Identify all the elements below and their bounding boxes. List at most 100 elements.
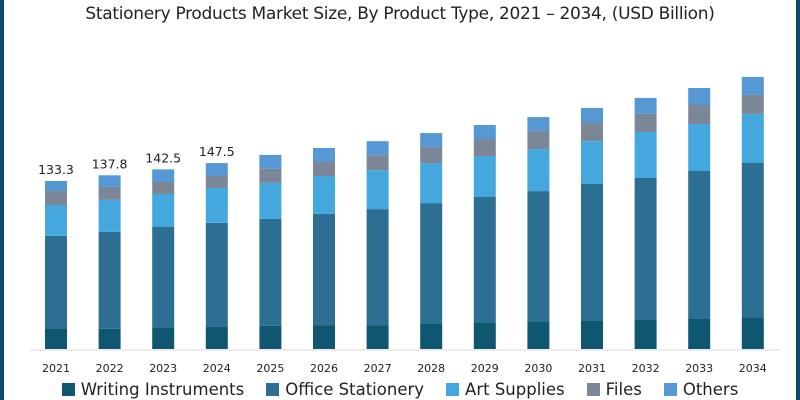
bar-office-stationery-2029 xyxy=(473,197,496,323)
bar-office-stationery-2022 xyxy=(98,231,121,329)
legend-swatch xyxy=(586,383,600,396)
legend-item-files: Files xyxy=(586,380,642,399)
bar-stack-2027 xyxy=(366,141,389,349)
x-tick-label: 2021 xyxy=(42,362,70,375)
bar-writing-instruments-2021 xyxy=(45,329,67,349)
bar-files-2030 xyxy=(527,131,550,150)
bar-art-supplies-2026 xyxy=(313,176,335,215)
bar-writing-instruments-2027 xyxy=(366,325,389,349)
bar-writing-instruments-2032 xyxy=(634,320,657,349)
bar-office-stationery-2024 xyxy=(205,223,228,327)
bar-stack-2028 xyxy=(420,133,443,349)
bar-writing-instruments-2029 xyxy=(473,323,496,349)
bar-files-2022 xyxy=(98,186,121,200)
bar-stack-2034 xyxy=(741,76,764,349)
x-tick-label: 2030 xyxy=(524,362,552,375)
bar-office-stationery-2033 xyxy=(688,171,711,319)
legend-swatch xyxy=(61,383,75,396)
bar-office-stationery-2031 xyxy=(581,184,603,321)
bar-stack-2024 xyxy=(205,163,228,349)
bar-art-supplies-2027 xyxy=(366,170,389,210)
bar-others-2024 xyxy=(205,163,228,176)
bar-office-stationery-2021 xyxy=(45,236,67,329)
legend-item-art-supplies: Art Supplies xyxy=(446,380,565,399)
bar-stack-2023 xyxy=(152,169,175,349)
bar-writing-instruments-2031 xyxy=(581,321,603,349)
bar-files-2028 xyxy=(420,147,443,164)
legend-swatch xyxy=(266,383,280,396)
bar-office-stationery-2023 xyxy=(152,227,175,328)
bar-art-supplies-2034 xyxy=(741,114,764,163)
bar-others-2025 xyxy=(259,154,282,169)
bar-files-2026 xyxy=(313,162,335,176)
bar-others-2033 xyxy=(688,88,711,105)
legend-label: Art Supplies xyxy=(465,380,565,399)
x-tick-label: 2034 xyxy=(739,362,767,375)
bar-office-stationery-2034 xyxy=(741,163,764,318)
bar-writing-instruments-2030 xyxy=(527,322,550,349)
bar-art-supplies-2028 xyxy=(420,163,443,204)
bar-others-2023 xyxy=(152,169,175,182)
bar-others-2032 xyxy=(634,97,657,114)
bar-stack-2026 xyxy=(313,148,335,349)
bar-files-2034 xyxy=(741,94,764,114)
bar-stack-2030 xyxy=(527,117,550,349)
legend-swatch xyxy=(663,383,677,396)
bar-office-stationery-2030 xyxy=(527,191,550,322)
bar-stack-2022 xyxy=(98,175,121,349)
x-tick-label: 2027 xyxy=(364,362,392,375)
data-label-total: 147.5 xyxy=(199,144,235,159)
x-tick-label: 2028 xyxy=(417,362,445,375)
bar-writing-instruments-2028 xyxy=(420,324,443,349)
x-tick-label: 2029 xyxy=(471,362,499,375)
legend-label: Writing Instruments xyxy=(80,380,245,399)
bar-others-2026 xyxy=(313,148,335,162)
chart-plot: 2021 2022 2023 2024 2025 2026 2027 2028 2029 2030… xyxy=(30,76,780,375)
bar-stack-2031 xyxy=(581,108,603,349)
bar-others-2031 xyxy=(581,108,603,123)
bar-others-2028 xyxy=(420,133,443,148)
legend-swatch xyxy=(446,383,460,396)
bar-others-2034 xyxy=(741,76,764,95)
bar-files-2024 xyxy=(205,176,228,188)
bar-files-2021 xyxy=(45,191,67,205)
x-tick-label: 2031 xyxy=(578,362,606,375)
bar-art-supplies-2029 xyxy=(473,156,496,197)
x-tick-label: 2033 xyxy=(685,362,713,375)
data-label-total: 133.3 xyxy=(38,162,74,177)
bar-files-2033 xyxy=(688,105,711,124)
bar-art-supplies-2025 xyxy=(259,182,282,219)
legend-label: Office Stationery xyxy=(285,380,425,399)
bar-others-2022 xyxy=(98,175,121,187)
legend-item-others: Others xyxy=(663,380,738,399)
x-tick-label: 2032 xyxy=(632,362,660,375)
bar-others-2030 xyxy=(527,117,550,132)
bar-art-supplies-2024 xyxy=(205,187,228,223)
bar-files-2025 xyxy=(259,168,282,183)
bar-writing-instruments-2026 xyxy=(313,325,335,349)
frame-border-left xyxy=(0,0,4,400)
bar-files-2031 xyxy=(581,123,603,141)
x-tick-label: 2026 xyxy=(310,362,338,375)
bar-office-stationery-2026 xyxy=(313,214,335,325)
bar-files-2023 xyxy=(152,182,175,194)
bar-stack-2025 xyxy=(259,154,282,349)
bar-office-stationery-2025 xyxy=(259,218,282,326)
bar-others-2021 xyxy=(45,181,67,191)
bar-art-supplies-2032 xyxy=(634,132,657,178)
bar-art-supplies-2021 xyxy=(45,204,67,236)
bar-files-2032 xyxy=(634,114,657,132)
data-label-total: 137.8 xyxy=(92,156,128,171)
x-tick-label: 2022 xyxy=(96,362,124,375)
bar-stack-2032 xyxy=(634,97,657,349)
legend-item-writing-instruments: Writing Instruments xyxy=(61,380,245,399)
legend-label: Files xyxy=(605,380,642,399)
bar-writing-instruments-2034 xyxy=(741,318,764,349)
chart-legend: Writing Instruments Office Stationery Art … xyxy=(0,380,800,399)
bar-stack-2029 xyxy=(473,125,496,349)
bar-art-supplies-2033 xyxy=(688,124,711,171)
legend-item-office-stationery: Office Stationery xyxy=(266,380,424,399)
bar-office-stationery-2027 xyxy=(366,209,389,325)
bar-others-2027 xyxy=(366,141,389,156)
x-tick-label: 2024 xyxy=(203,362,231,375)
